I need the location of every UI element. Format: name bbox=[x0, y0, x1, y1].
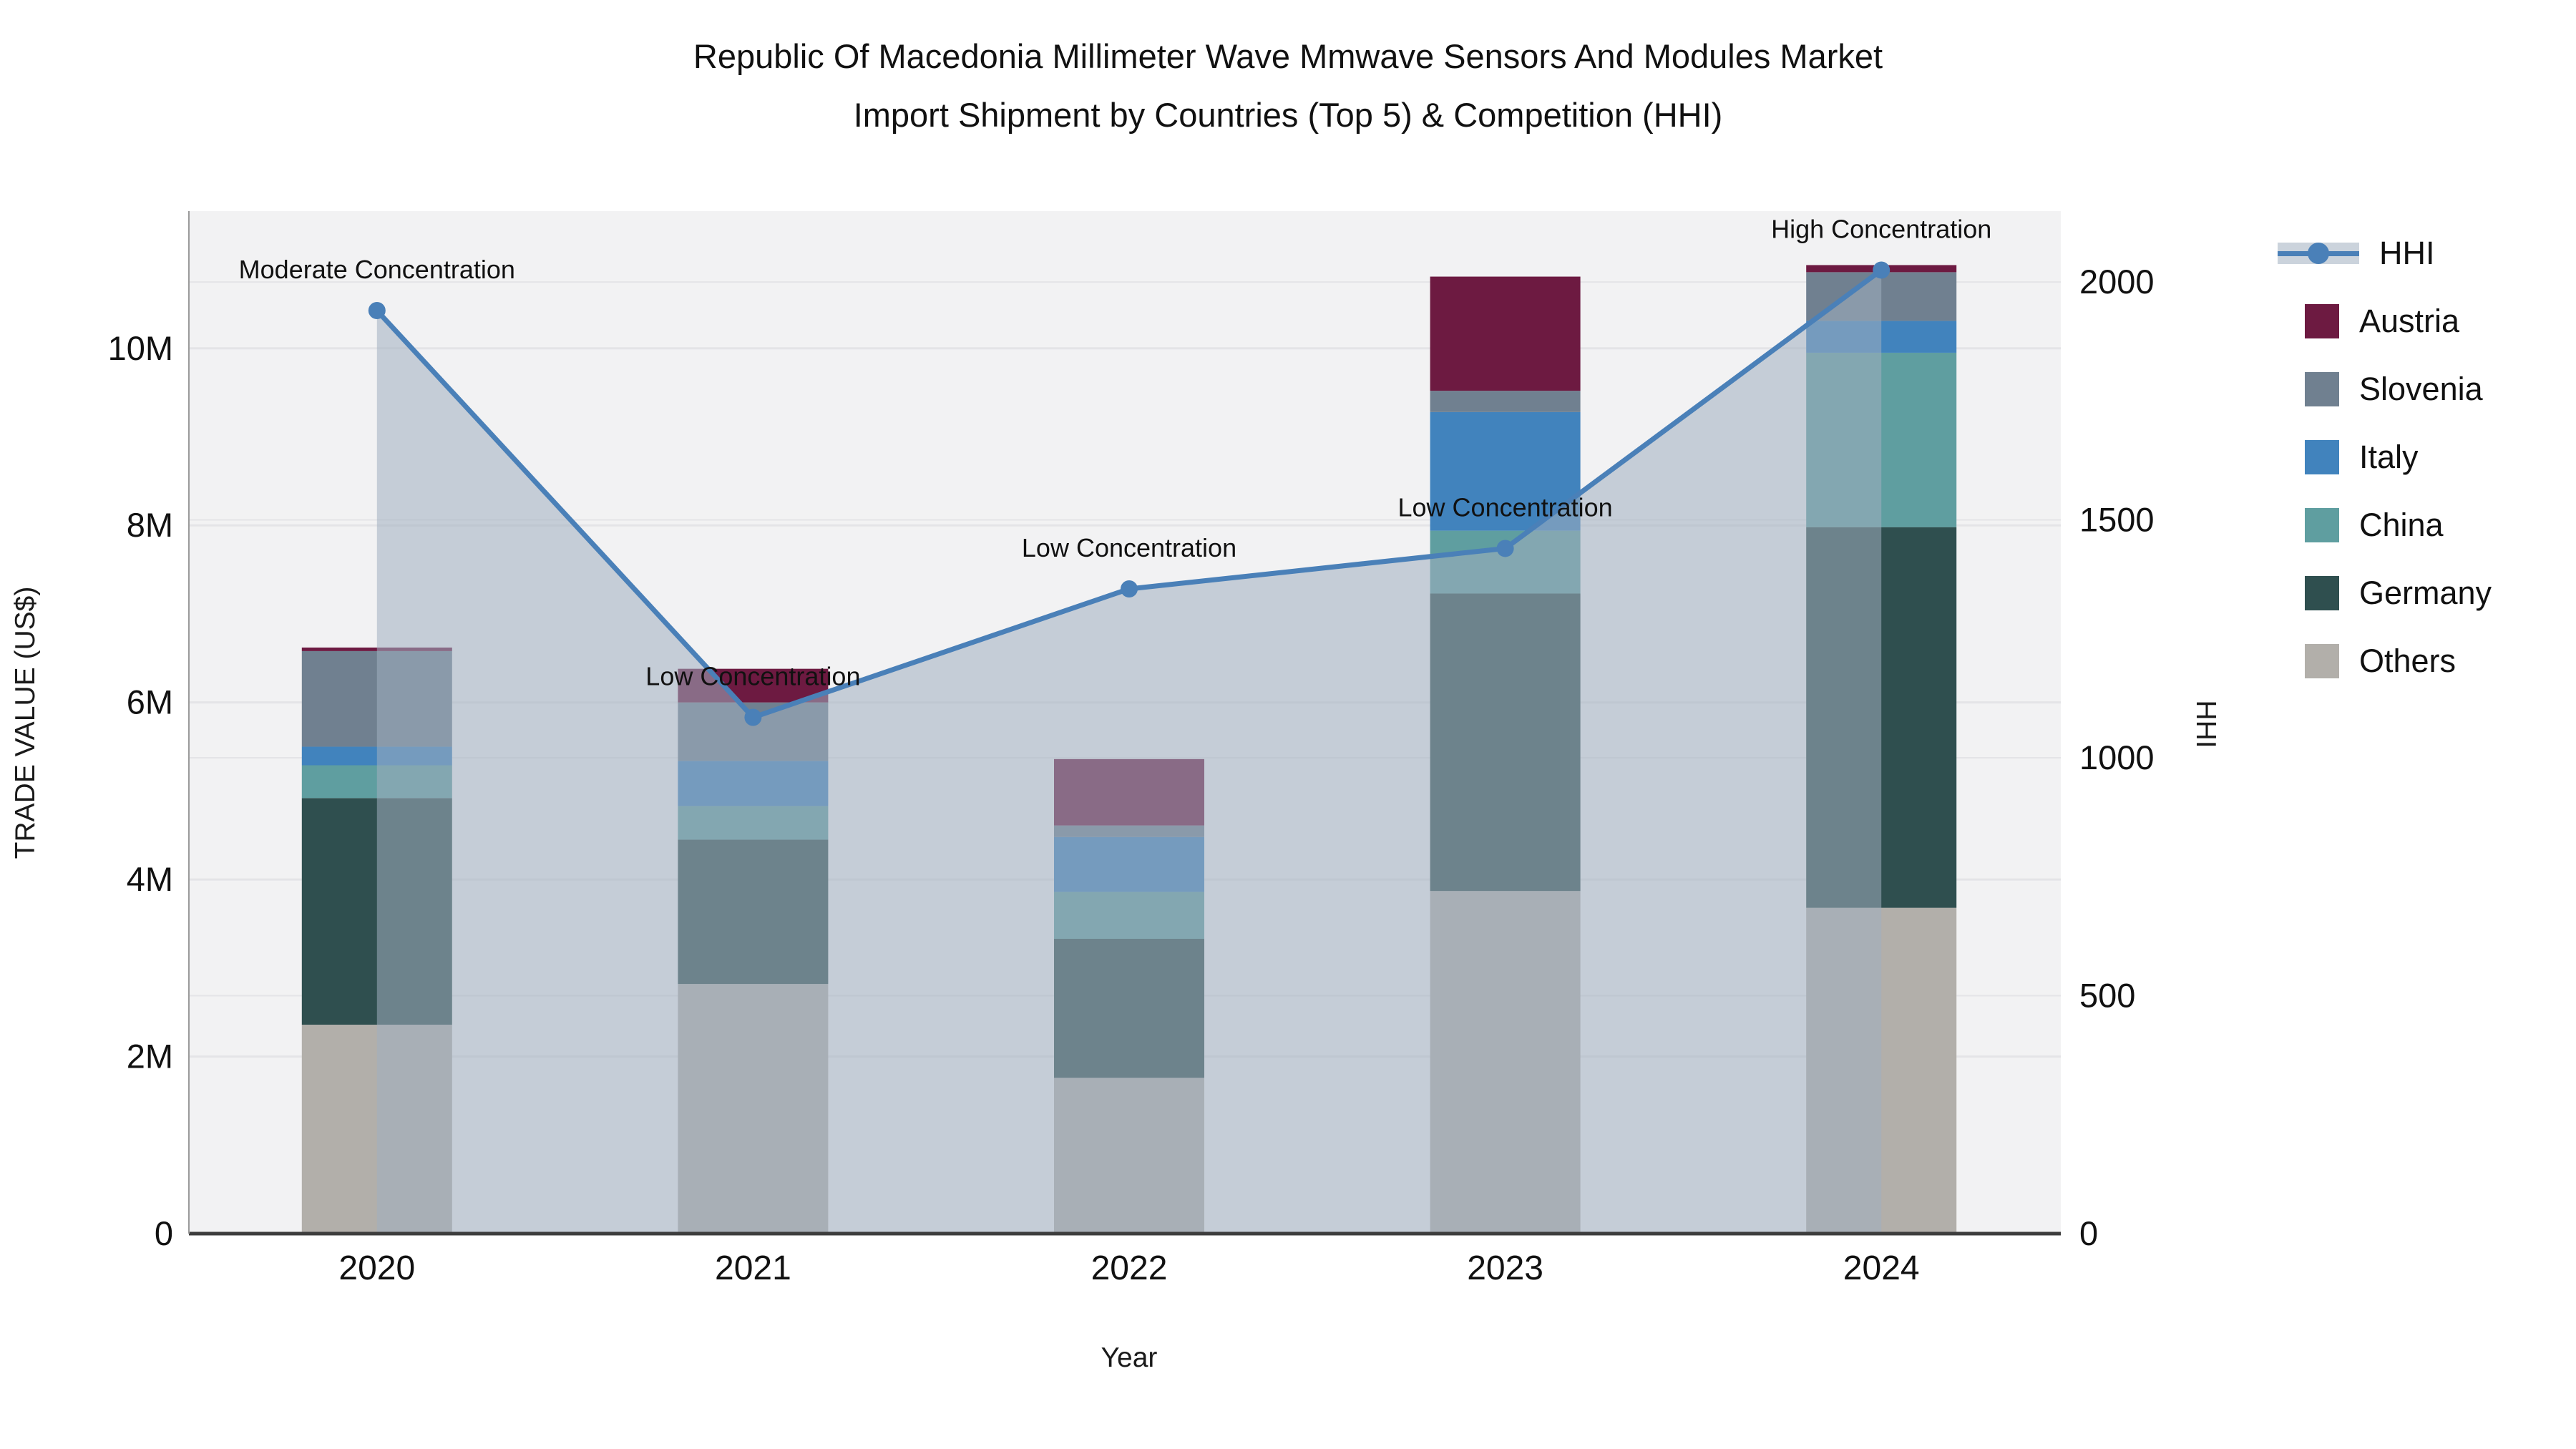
hhi-area-band bbox=[376, 270, 1882, 1234]
x-tick-2020: 2020 bbox=[338, 1249, 415, 1287]
annotation-2020: Moderate Concentration bbox=[239, 255, 515, 284]
y-right-tick-1500: 1500 bbox=[2079, 501, 2155, 539]
legend-label-italy: Italy bbox=[2359, 439, 2419, 475]
y-left-tick-6M: 6M bbox=[127, 683, 173, 721]
legend: HHI Austria Slovenia Italy China Germany Other… bbox=[2278, 235, 2492, 712]
y-right-tick-0: 0 bbox=[2079, 1214, 2098, 1252]
y-right-tick-2000: 2000 bbox=[2079, 263, 2155, 301]
legend-item-germany[interactable]: Germany bbox=[2278, 575, 2492, 611]
x-tick-2022: 2022 bbox=[1091, 1249, 1168, 1287]
legend-swatch-germany-icon bbox=[2305, 576, 2339, 610]
y-axis-title-right: HHI bbox=[2190, 700, 2221, 748]
y-left-tick-10M: 10M bbox=[108, 329, 173, 367]
legend-swatch-slovenia-icon bbox=[2305, 372, 2339, 406]
hhi-marker-2022[interactable] bbox=[1121, 580, 1138, 597]
y-left-tick-8M: 8M bbox=[127, 506, 173, 544]
x-tick-2024: 2024 bbox=[1843, 1249, 1920, 1287]
chart-title-line1: Republic Of Macedonia Millimeter Wave Mm… bbox=[693, 37, 1883, 75]
annotation-2023: Low Concentration bbox=[1398, 492, 1613, 522]
legend-item-hhi[interactable]: HHI bbox=[2278, 235, 2492, 271]
chart-title-line2: Import Shipment by Countries (Top 5) & C… bbox=[853, 96, 1723, 135]
legend-item-italy[interactable]: Italy bbox=[2278, 439, 2492, 475]
legend-label-germany: Germany bbox=[2359, 575, 2492, 611]
y-right-tick-1000: 1000 bbox=[2079, 738, 2155, 776]
y-left-tick-4M: 4M bbox=[127, 860, 173, 898]
annotation-2021: Low Concentration bbox=[645, 662, 860, 691]
hhi-line-swatch-icon bbox=[2278, 238, 2359, 268]
chart-title: Republic Of Macedonia Millimeter Wave Mm… bbox=[0, 27, 2576, 145]
y-left-tick-2M: 2M bbox=[127, 1038, 173, 1075]
legend-swatch-china-icon bbox=[2305, 508, 2339, 542]
legend-label-hhi: HHI bbox=[2379, 235, 2435, 271]
hhi-marker-2024[interactable] bbox=[1873, 261, 1890, 279]
bar-segment-slovenia-2023[interactable] bbox=[1430, 391, 1581, 412]
legend-item-slovenia[interactable]: Slovenia bbox=[2278, 371, 2492, 407]
legend-label-slovenia: Slovenia bbox=[2359, 371, 2483, 407]
hhi-dot-icon bbox=[2308, 243, 2329, 264]
x-tick-2021: 2021 bbox=[715, 1249, 791, 1287]
legend-label-austria: Austria bbox=[2359, 303, 2460, 339]
legend-item-austria[interactable]: Austria bbox=[2278, 303, 2492, 339]
hhi-marker-2021[interactable] bbox=[744, 708, 762, 726]
legend-swatch-others-icon bbox=[2305, 644, 2339, 678]
y-left-tick-0: 0 bbox=[155, 1214, 173, 1252]
y-right-tick-500: 500 bbox=[2079, 977, 2135, 1015]
legend-item-china[interactable]: China bbox=[2278, 507, 2492, 543]
annotation-2022: Low Concentration bbox=[1022, 533, 1236, 562]
legend-item-others[interactable]: Others bbox=[2278, 643, 2492, 679]
x-tick-2023: 2023 bbox=[1467, 1249, 1543, 1287]
annotation-2024: High Concentration bbox=[1771, 214, 1991, 243]
legend-swatch-austria-icon bbox=[2305, 304, 2339, 338]
hhi-marker-2020[interactable] bbox=[368, 301, 386, 319]
hhi-marker-2023[interactable] bbox=[1496, 540, 1514, 557]
legend-label-china: China bbox=[2359, 507, 2444, 543]
y-axis-title-left: TRADE VALUE (US$) bbox=[10, 586, 41, 859]
bar-segment-austria-2023[interactable] bbox=[1430, 276, 1581, 391]
x-axis-title: Year bbox=[1101, 1342, 1158, 1373]
legend-label-others: Others bbox=[2359, 643, 2457, 679]
legend-swatch-italy-icon bbox=[2305, 440, 2339, 474]
